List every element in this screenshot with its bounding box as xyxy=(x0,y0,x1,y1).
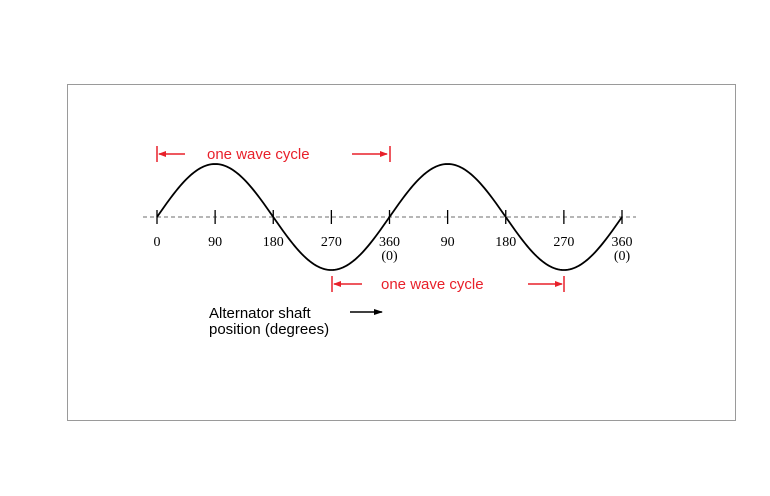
tick-label: 90 xyxy=(208,235,222,250)
tick-label: 0 xyxy=(154,235,161,250)
tick-label: 180 xyxy=(263,235,284,250)
tick-label: 180 xyxy=(495,235,516,250)
bottom-cycle-marker: one wave cycle xyxy=(331,276,565,293)
top-cycle-label: one wave cycle xyxy=(207,146,310,163)
tick-label: 270 xyxy=(321,235,342,250)
axis-ticks: 0 90 180 270 360(0)90 180 270 360(0) xyxy=(154,210,633,264)
tick-label: 270 xyxy=(553,235,574,250)
sine-wave-curve xyxy=(156,163,623,271)
tick-label: 90 xyxy=(441,235,455,250)
tick-sublabel: (0) xyxy=(381,249,398,264)
figure-frame xyxy=(67,84,736,421)
tick-label: 360 xyxy=(612,235,633,250)
shaft-label-line2: position (degrees) xyxy=(209,321,329,338)
bottom-cycle-label: one wave cycle xyxy=(381,276,484,293)
tick-label: 360 xyxy=(379,235,400,250)
shaft-position-caption: Alternator shaft position (degrees) xyxy=(209,305,383,338)
top-cycle-marker: one wave cycle xyxy=(156,146,391,163)
tick-sublabel: (0) xyxy=(614,249,631,264)
shaft-label-line1: Alternator shaft xyxy=(209,305,312,322)
